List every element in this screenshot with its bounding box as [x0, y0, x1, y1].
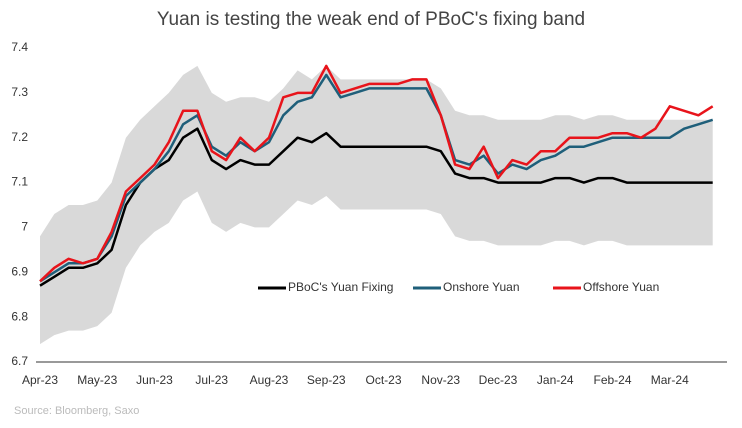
- legend-label: Onshore Yuan: [443, 280, 520, 294]
- y-tick-label: 6.7: [11, 354, 28, 368]
- x-tick-label: Mar-24: [651, 373, 689, 387]
- source-note: Source: Bloomberg, Saxo: [14, 405, 139, 417]
- series-line: [39, 64, 714, 283]
- fixing-band: [40, 65, 713, 345]
- x-tick-label: Sep-23: [307, 373, 346, 387]
- y-tick-label: 7.2: [11, 130, 28, 144]
- x-tick-label: Dec-23: [479, 373, 518, 387]
- legend-label: PBoC's Yuan Fixing: [288, 280, 393, 294]
- legend-label: Offshore Yuan: [583, 280, 659, 294]
- y-tick-label: 7.4: [11, 40, 28, 54]
- x-tick-label: Jul-23: [195, 373, 228, 387]
- y-tick-label: 6.8: [11, 309, 28, 323]
- x-tick-label: Aug-23: [250, 373, 289, 387]
- x-tick-label: Apr-23: [22, 373, 58, 387]
- y-tick-label: 7.1: [11, 175, 28, 189]
- x-tick-label: Jun-23: [136, 373, 173, 387]
- y-tick-label: 7: [21, 220, 28, 234]
- x-tick-label: Nov-23: [421, 373, 460, 387]
- y-tick-label: 6.9: [11, 264, 28, 278]
- series-line: [39, 73, 714, 283]
- x-tick-label: Feb-24: [593, 373, 631, 387]
- x-tick-label: May-23: [77, 373, 117, 387]
- chart-title: Yuan is testing the weak end of PBoC's f…: [157, 9, 585, 30]
- x-tick-label: Oct-23: [365, 373, 401, 387]
- y-tick-label: 7.3: [11, 85, 28, 99]
- x-tick-label: Jan-24: [537, 373, 574, 387]
